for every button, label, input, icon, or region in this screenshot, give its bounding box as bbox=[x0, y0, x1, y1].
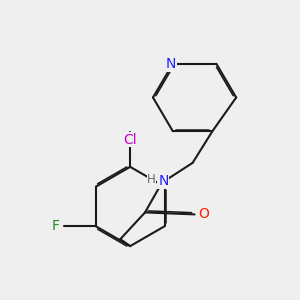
Text: N: N bbox=[166, 57, 176, 71]
Text: Cl: Cl bbox=[123, 133, 137, 147]
Text: F: F bbox=[51, 219, 59, 233]
Text: N: N bbox=[158, 174, 169, 188]
Text: O: O bbox=[198, 207, 209, 221]
Text: H: H bbox=[147, 172, 156, 186]
